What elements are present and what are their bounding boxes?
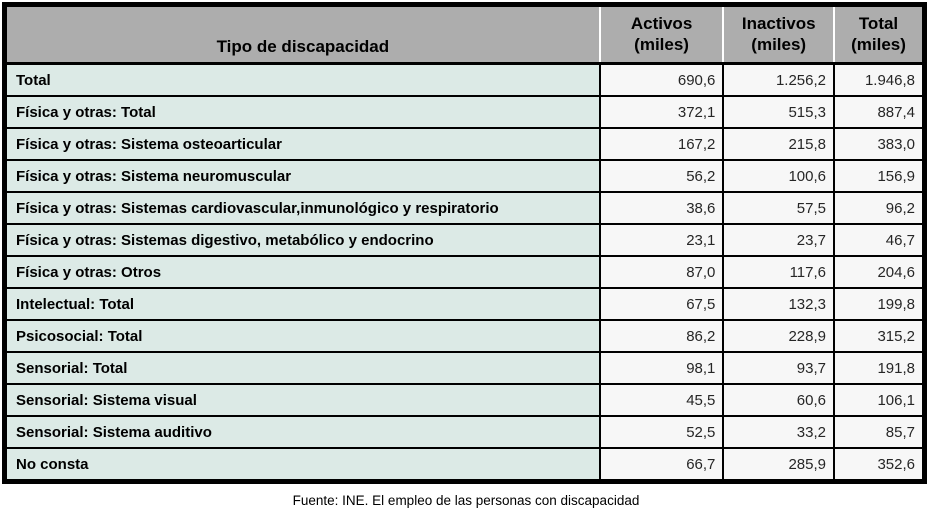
cell-activos: 66,7 bbox=[598, 447, 725, 483]
table-row: Intelectual: Total 67,5 132,3 199,8 bbox=[3, 287, 926, 321]
table-row: Física y otras: Sistema neuromuscular 56… bbox=[3, 159, 926, 193]
cell-activos: 38,6 bbox=[598, 191, 725, 225]
header-row: Tipo de discapacidad Activos (miles) Ina… bbox=[4, 4, 925, 65]
cell-total: 106,1 bbox=[833, 383, 926, 417]
row-label: No consta bbox=[3, 447, 601, 483]
cell-total: 191,8 bbox=[833, 351, 926, 385]
cell-total: 85,7 bbox=[833, 415, 926, 449]
row-label: Psicosocial: Total bbox=[3, 319, 601, 353]
row-label: Física y otras: Sistema osteoarticular bbox=[3, 127, 601, 161]
cell-inactivos: 285,9 bbox=[722, 447, 835, 483]
source-caption: Fuente: INE. El empleo de las personas c… bbox=[292, 493, 640, 508]
table-body: Total 690,6 1.256,2 1.946,8 Física y otr… bbox=[3, 62, 926, 483]
column-header-activos-line2: (miles) bbox=[634, 34, 689, 54]
cell-activos: 52,5 bbox=[598, 415, 725, 449]
row-label: Física y otras: Otros bbox=[3, 255, 601, 289]
cell-inactivos: 60,6 bbox=[722, 383, 835, 417]
row-label: Física y otras: Total bbox=[3, 95, 601, 129]
row-label: Sensorial: Sistema visual bbox=[3, 383, 601, 417]
column-header-inactivos: Inactivos (miles) bbox=[722, 4, 835, 65]
table-row: No consta 66,7 285,9 352,6 bbox=[3, 447, 926, 483]
cell-activos: 87,0 bbox=[598, 255, 725, 289]
cell-activos: 86,2 bbox=[598, 319, 725, 353]
column-header-inactivos-line2: (miles) bbox=[751, 34, 807, 54]
column-header-activos: Activos (miles) bbox=[598, 4, 725, 65]
cell-total: 1.946,8 bbox=[833, 62, 926, 97]
table-header: Tipo de discapacidad Activos (miles) Ina… bbox=[4, 4, 925, 65]
cell-activos: 45,5 bbox=[598, 383, 725, 417]
disability-table: Tipo de discapacidad Activos (miles) Ina… bbox=[2, 2, 927, 484]
column-header-inactivos-line1: Inactivos bbox=[741, 14, 816, 34]
cell-inactivos: 33,2 bbox=[722, 415, 835, 449]
table-row: Total 690,6 1.256,2 1.946,8 bbox=[3, 62, 926, 97]
table-row: Sensorial: Sistema auditivo 52,5 33,2 85… bbox=[3, 415, 926, 449]
row-label: Intelectual: Total bbox=[3, 287, 601, 321]
cell-activos: 372,1 bbox=[598, 95, 725, 129]
column-header-activos-line1: Activos bbox=[630, 14, 693, 34]
cell-activos: 67,5 bbox=[598, 287, 725, 321]
column-header-tipo: Tipo de discapacidad bbox=[4, 4, 601, 65]
table-row: Física y otras: Otros 87,0 117,6 204,6 bbox=[3, 255, 926, 289]
cell-inactivos: 515,3 bbox=[722, 95, 835, 129]
cell-inactivos: 132,3 bbox=[722, 287, 835, 321]
cell-total: 204,6 bbox=[833, 255, 926, 289]
row-label: Total bbox=[3, 62, 601, 97]
table-row: Física y otras: Sistemas cardiovascular,… bbox=[3, 191, 926, 225]
table-row: Psicosocial: Total 86,2 228,9 315,2 bbox=[3, 319, 926, 353]
cell-total: 315,2 bbox=[833, 319, 926, 353]
row-label: Sensorial: Total bbox=[3, 351, 601, 385]
cell-activos: 56,2 bbox=[598, 159, 725, 193]
table-row: Sensorial: Sistema visual 45,5 60,6 106,… bbox=[3, 383, 926, 417]
cell-inactivos: 117,6 bbox=[722, 255, 835, 289]
column-header-total-line1: Total bbox=[858, 14, 899, 34]
row-label: Física y otras: Sistema neuromuscular bbox=[3, 159, 601, 193]
cell-inactivos: 23,7 bbox=[722, 223, 835, 257]
cell-inactivos: 228,9 bbox=[722, 319, 835, 353]
cell-inactivos: 93,7 bbox=[722, 351, 835, 385]
cell-total: 383,0 bbox=[833, 127, 926, 161]
cell-inactivos: 57,5 bbox=[722, 191, 835, 225]
cell-inactivos: 1.256,2 bbox=[722, 62, 835, 97]
row-label: Sensorial: Sistema auditivo bbox=[3, 415, 601, 449]
cell-inactivos: 100,6 bbox=[722, 159, 835, 193]
row-label: Física y otras: Sistemas cardiovascular,… bbox=[3, 191, 601, 225]
column-header-total-line2: (miles) bbox=[851, 34, 906, 54]
cell-total: 96,2 bbox=[833, 191, 926, 225]
row-label: Física y otras: Sistemas digestivo, meta… bbox=[3, 223, 601, 257]
table-row: Física y otras: Total 372,1 515,3 887,4 bbox=[3, 95, 926, 129]
cell-total: 46,7 bbox=[833, 223, 926, 257]
cell-inactivos: 215,8 bbox=[722, 127, 835, 161]
cell-activos: 690,6 bbox=[598, 62, 725, 97]
cell-total: 199,8 bbox=[833, 287, 926, 321]
column-header-tipo-label: Tipo de discapacidad bbox=[216, 36, 390, 56]
cell-activos: 23,1 bbox=[598, 223, 725, 257]
column-header-total: Total (miles) bbox=[833, 4, 925, 65]
cell-activos: 167,2 bbox=[598, 127, 725, 161]
table-row: Física y otras: Sistema osteoarticular 1… bbox=[3, 127, 926, 161]
table-row: Física y otras: Sistemas digestivo, meta… bbox=[3, 223, 926, 257]
cell-total: 352,6 bbox=[833, 447, 926, 483]
table-row: Sensorial: Total 98,1 93,7 191,8 bbox=[3, 351, 926, 385]
cell-activos: 98,1 bbox=[598, 351, 725, 385]
cell-total: 156,9 bbox=[833, 159, 926, 193]
cell-total: 887,4 bbox=[833, 95, 926, 129]
